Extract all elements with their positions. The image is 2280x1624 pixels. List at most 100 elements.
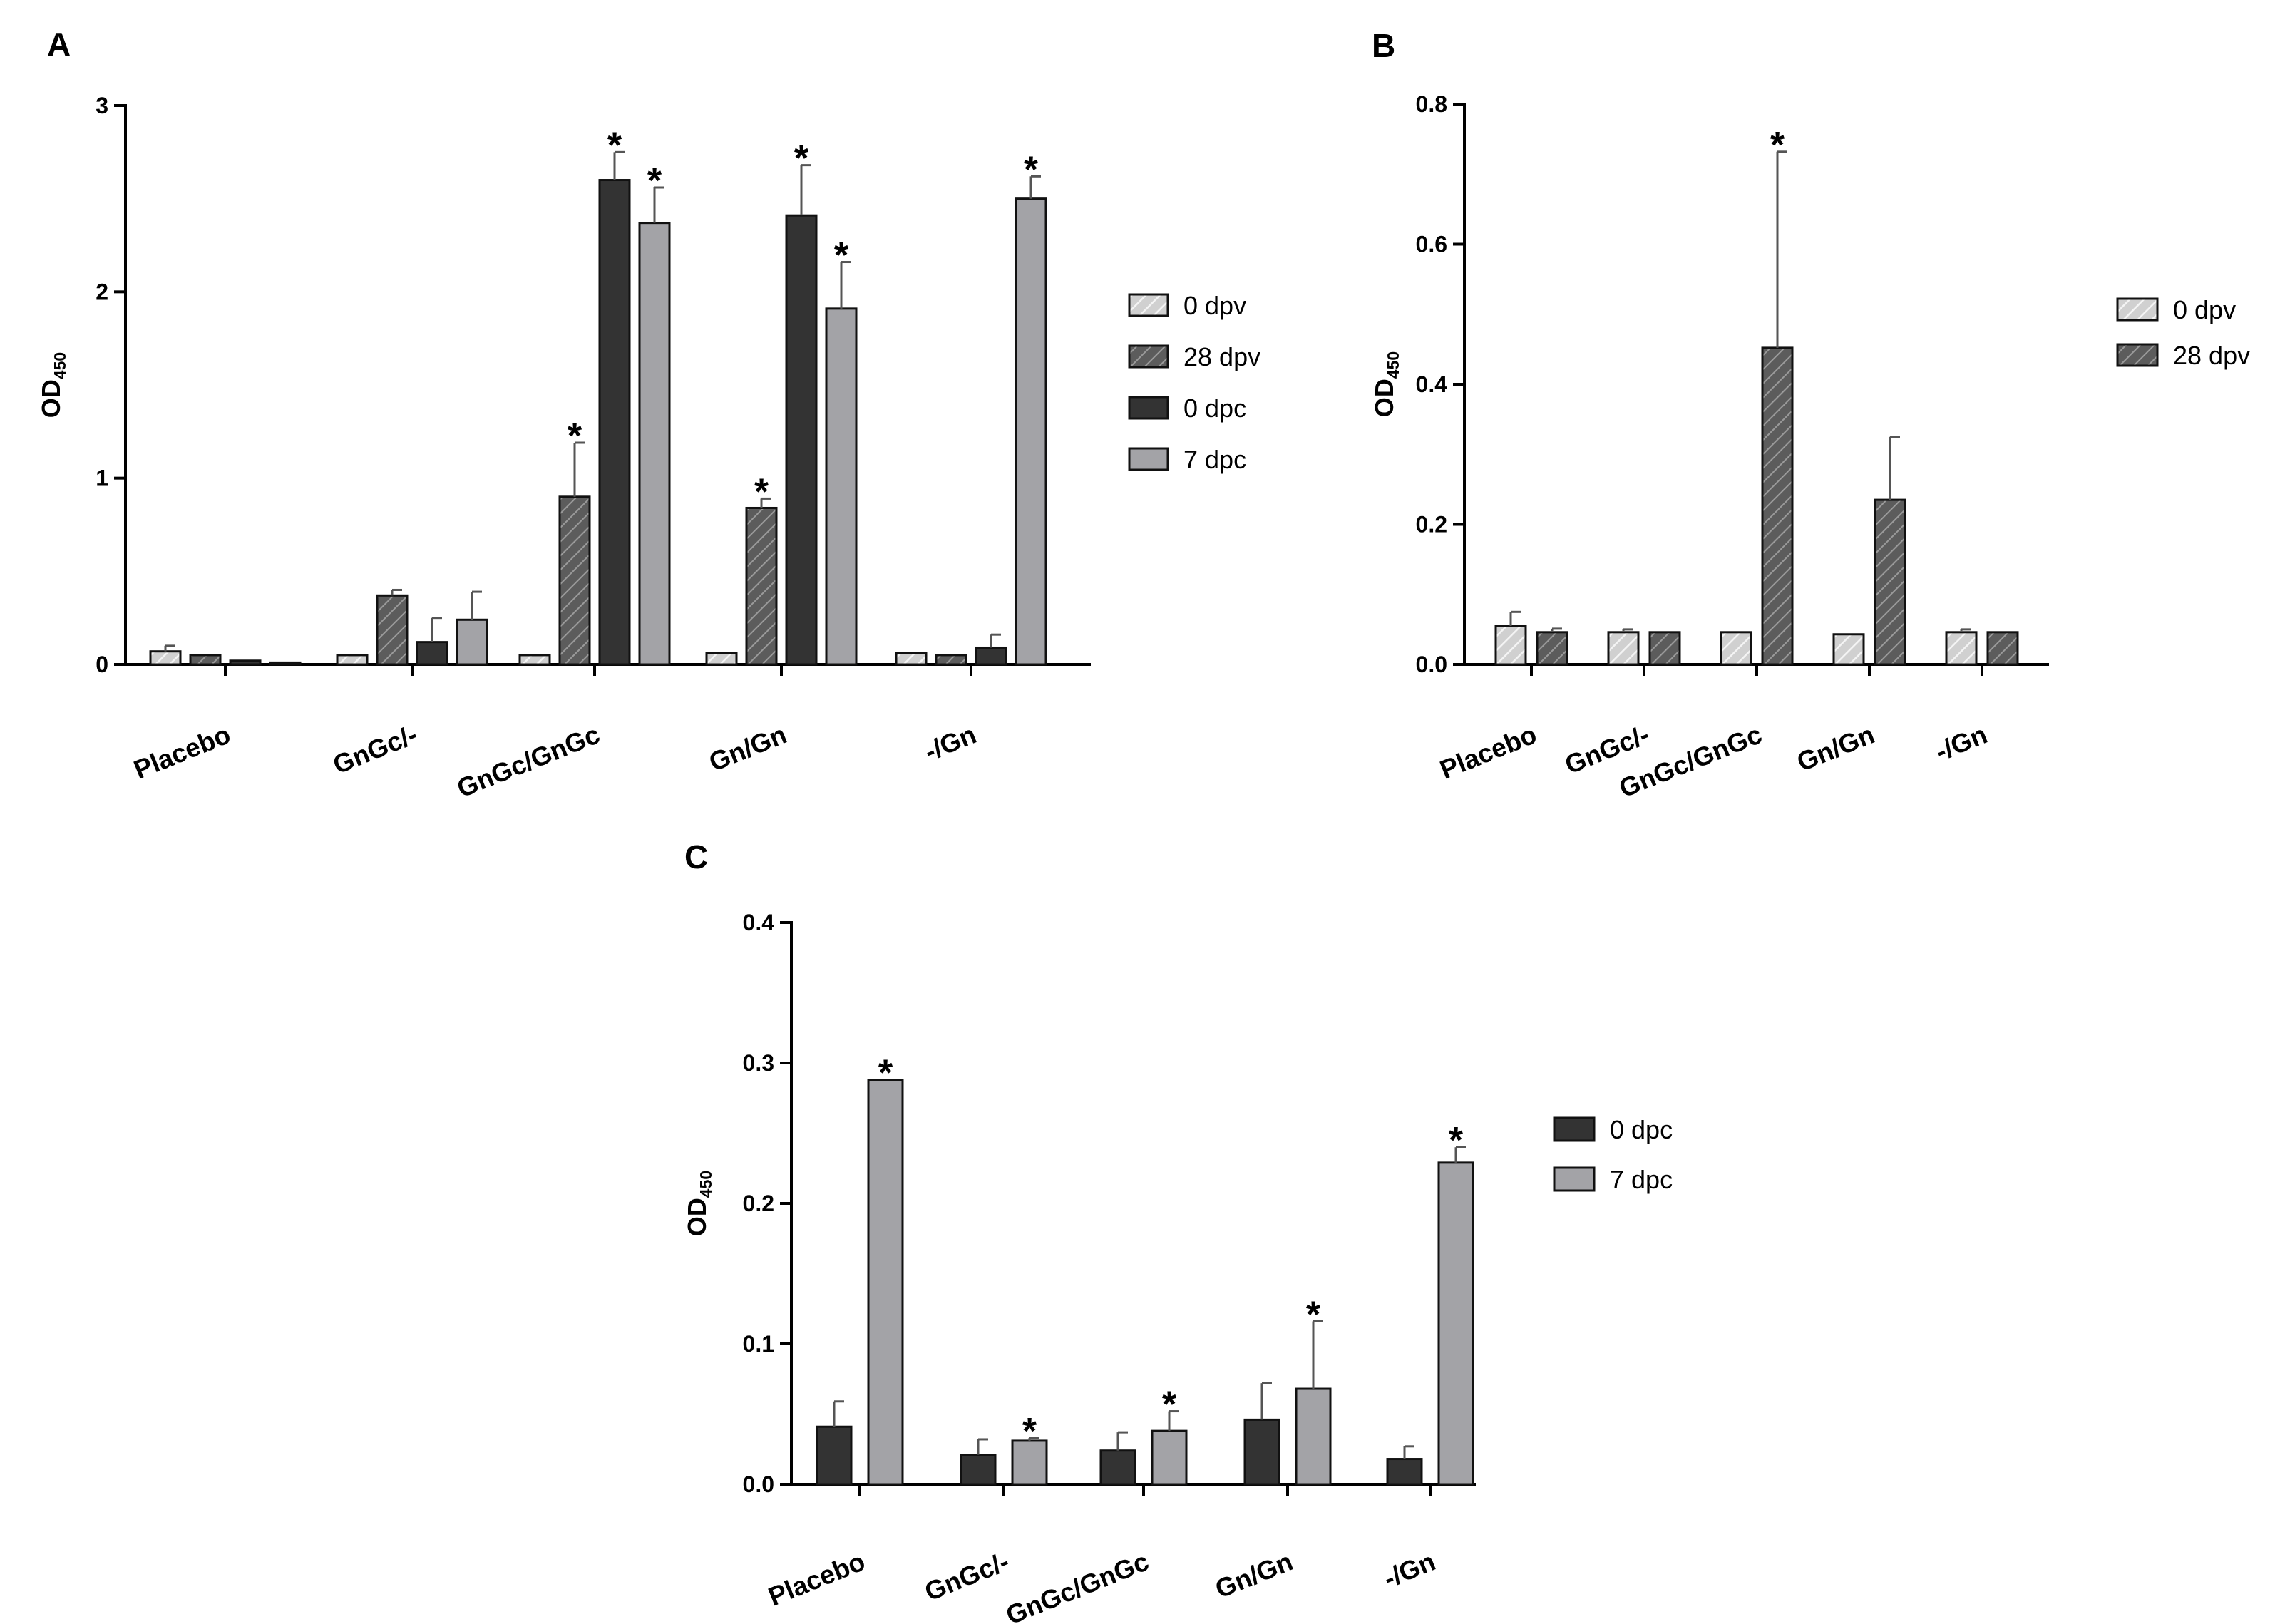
bar [705, 652, 738, 666]
category-label: Placebo [130, 719, 235, 784]
legend: 0 dpv 28 dpv 0 dpc 7 dpc [1128, 291, 1260, 474]
legend-swatch [1128, 447, 1169, 471]
significance-marker: * [834, 235, 849, 277]
bar [598, 179, 631, 666]
y-tick-label: 2 [96, 279, 108, 304]
y-tick-label: 1 [96, 466, 108, 491]
bar [1720, 631, 1752, 666]
y-axis-label-subscript: 450 [697, 1171, 715, 1198]
y-axis-label: OD450 [1370, 351, 1402, 417]
legend-swatch [1128, 396, 1169, 420]
bar [1648, 631, 1681, 666]
significance-marker: * [568, 416, 582, 457]
y-tick-label: 0.0 [743, 1471, 774, 1497]
panel-a: A 0 1 2 3 OD450 Placebo GnGc/- GnGc/GnGc * * * Gn/Gn… [36, 26, 1260, 803]
bar [149, 650, 182, 666]
y-tick-label: 0.1 [743, 1331, 774, 1357]
bar [1494, 625, 1527, 666]
bar [638, 222, 671, 666]
category-label: Placebo [764, 1546, 869, 1611]
category-label: Gn/Gn [1211, 1546, 1297, 1603]
bar [336, 654, 369, 666]
bar [518, 654, 551, 666]
y-tick-label: 0.4 [1416, 371, 1448, 397]
bar [1099, 1449, 1136, 1486]
bar [456, 618, 488, 666]
y-axis-label: OD450 [36, 352, 69, 418]
significance-marker: * [754, 471, 769, 513]
significance-marker: * [1770, 125, 1785, 166]
bar [825, 307, 858, 666]
bar [785, 214, 818, 666]
bar [895, 652, 928, 666]
legend-label: 7 dpc [1183, 445, 1246, 474]
legend-label: 7 dpc [1610, 1165, 1673, 1194]
bar [189, 654, 222, 666]
bar [1151, 1429, 1188, 1486]
category-label: -/Gn [920, 719, 980, 766]
panel-letter: C [684, 838, 708, 875]
y-tick-label: 3 [96, 93, 108, 118]
significance-marker: * [1024, 149, 1039, 190]
category-label: GnGc/GnGc [453, 719, 604, 803]
bar [1986, 631, 2019, 666]
significance-marker: * [647, 160, 662, 202]
significance-marker: * [1022, 1411, 1037, 1452]
y-tick-label: 0.4 [743, 910, 775, 935]
bar [1945, 631, 1978, 666]
y-axis-label: OD450 [682, 1171, 715, 1236]
bar [269, 661, 302, 666]
bar [1243, 1418, 1280, 1486]
category-label: GnGc/GnGc [1002, 1546, 1153, 1624]
y-axis-label-subscript: 450 [1384, 351, 1402, 379]
bar [229, 659, 262, 666]
bar [935, 654, 967, 666]
category-label: GnGc/- [329, 719, 421, 779]
category-label: Gn/Gn [1793, 719, 1879, 776]
legend: 0 dpc 7 dpc [1553, 1115, 1673, 1194]
panel-c: C 0.0 0.1 0.2 0.3 0.4 OD450 Placebo * GnGc/- * GnGc… [682, 838, 1673, 1624]
legend-swatch [1553, 1166, 1596, 1192]
y-axis-label-main: OD [682, 1198, 712, 1236]
legend-swatch [1553, 1116, 1596, 1142]
legend-label: 28 dpv [2173, 341, 2250, 370]
y-tick-label: 0.2 [743, 1191, 774, 1216]
bar [975, 646, 1007, 666]
bar [960, 1454, 997, 1486]
significance-marker: * [1449, 1120, 1464, 1161]
category-label: GnGc/- [920, 1546, 1013, 1606]
bar [1607, 631, 1640, 666]
legend-swatch [2116, 297, 2159, 322]
bar [1295, 1387, 1332, 1486]
y-tick-label: 0.6 [1416, 232, 1447, 257]
y-tick-label: 0.2 [1416, 512, 1447, 538]
category-label: Gn/Gn [705, 719, 791, 776]
bar [1874, 498, 1906, 666]
bar [1536, 631, 1568, 666]
legend-label: 0 dpv [2173, 295, 2236, 324]
legend-label: 0 dpc [1610, 1115, 1673, 1144]
legend-label: 0 dpc [1183, 394, 1246, 423]
category-label: -/Gn [1931, 719, 1991, 766]
significance-marker: * [607, 125, 622, 166]
y-tick-label: 0.0 [1416, 652, 1447, 677]
bar [416, 641, 448, 666]
bar [745, 506, 778, 666]
bar [376, 594, 409, 666]
y-tick-label: 0.3 [743, 1050, 774, 1076]
legend-swatch [1128, 293, 1169, 317]
bar [1761, 346, 1794, 666]
significance-marker: * [1306, 1294, 1321, 1335]
significance-marker: * [794, 138, 809, 180]
panel-letter: B [1372, 27, 1395, 64]
bar [1015, 197, 1047, 666]
y-axis-label-main: OD [1370, 379, 1399, 417]
bar [867, 1079, 904, 1486]
y-axis-label-main: OD [36, 379, 66, 418]
bar [558, 495, 591, 666]
bar [1437, 1161, 1474, 1486]
y-axis-label-subscript: 450 [51, 352, 69, 379]
legend-label: 28 dpv [1183, 342, 1260, 371]
